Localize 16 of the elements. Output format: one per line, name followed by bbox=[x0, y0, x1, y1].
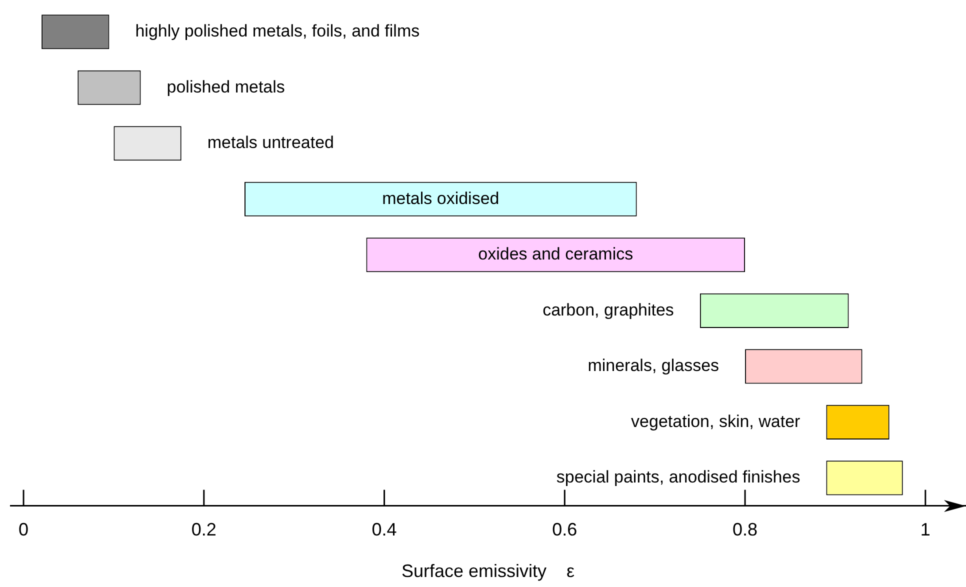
y-tick-label: highly polished metals, foils, and films bbox=[135, 22, 420, 41]
y-tick-label: minerals, glasses bbox=[588, 356, 720, 376]
y-tick-label: metals untreated bbox=[207, 133, 334, 152]
x-tick-label: 0.2 bbox=[191, 520, 216, 540]
y-tick-label: polished metals bbox=[166, 77, 285, 96]
x-axis-title: Surface emissivity ε bbox=[401, 561, 575, 582]
x-tick-label: 0 bbox=[18, 520, 29, 540]
x-tick-label: 1 bbox=[920, 520, 930, 540]
y-tick-label: vegetation, skin, water bbox=[631, 412, 801, 431]
y-tick-label: carbon, graphites bbox=[542, 300, 674, 320]
y-tick-label: metals oxidised bbox=[382, 188, 500, 208]
y-tick-label: oxides and ceramics bbox=[478, 244, 634, 264]
x-tick-label: 0.6 bbox=[552, 520, 578, 540]
y-tick-label: special paints, anodised finishes bbox=[556, 468, 800, 487]
x-tick-label: 0.8 bbox=[732, 520, 758, 540]
x-tick-label: 0.4 bbox=[372, 520, 397, 540]
